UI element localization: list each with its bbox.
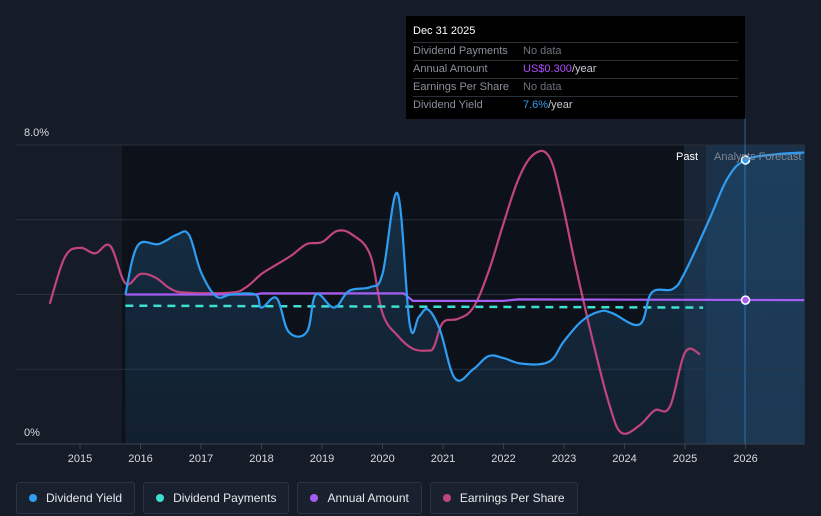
tooltip-row-annual-amount: Annual Amount US$0.300/year bbox=[413, 61, 738, 79]
tooltip-suffix: /year bbox=[571, 63, 597, 75]
x-tick-label: 2022 bbox=[491, 453, 515, 465]
marker-layer bbox=[740, 155, 751, 305]
legend-item-earnings-per-share[interactable]: Earnings Per Share bbox=[429, 482, 578, 514]
tooltip-label: Dividend Yield bbox=[413, 99, 483, 111]
forecast-label: Analysts Forecast bbox=[714, 151, 801, 163]
dividend-chart: 8.0% 0% Past Analysts Forecast 2015 2016 2… bbox=[16, 118, 805, 465]
legend-dot-icon bbox=[310, 494, 319, 502]
dividend-yield-line bbox=[124, 151, 805, 382]
x-tick-label: 2025 bbox=[673, 453, 697, 465]
x-tick-label: 2024 bbox=[612, 453, 636, 465]
x-axis-ticks: 2015 2016 2017 2018 2019 2020 2021 2022 2023 2024… bbox=[68, 444, 758, 465]
x-tick-label: 2017 bbox=[189, 453, 213, 465]
tooltip-row-earnings-per-share: Earnings Per Share No data bbox=[413, 79, 738, 97]
tooltip-row-dividend-payments: Dividend Payments No data bbox=[413, 43, 738, 61]
dividend-yield-area bbox=[125, 152, 805, 444]
x-tick-label: 2016 bbox=[128, 453, 152, 465]
legend-item-dividend-yield[interactable]: Dividend Yield bbox=[16, 482, 136, 514]
legend-label: Annual Amount bbox=[327, 491, 409, 505]
x-tick-label: 2019 bbox=[310, 453, 334, 465]
y-tick-label-bottom: 0% bbox=[24, 427, 40, 439]
tooltip-label: Dividend Payments bbox=[413, 45, 508, 57]
legend-dot-icon bbox=[442, 494, 451, 502]
chart-legend: Dividend Yield Dividend Payments Annual … bbox=[16, 482, 578, 514]
hover-tooltip: Dec 31 2025 Dividend Payments No data An… bbox=[406, 16, 745, 119]
annual-amount-marker bbox=[740, 295, 751, 305]
past-label: Past bbox=[676, 151, 698, 163]
legend-dot-icon bbox=[29, 494, 37, 502]
dividend-payments-line bbox=[125, 304, 704, 309]
tooltip-suffix: /year bbox=[548, 99, 573, 111]
x-tick-label: 2018 bbox=[249, 453, 273, 465]
tooltip-label: Annual Amount bbox=[413, 63, 488, 75]
series-layer bbox=[48, 149, 805, 435]
legend-label: Earnings Per Share bbox=[459, 491, 565, 505]
x-tick-label: 2023 bbox=[552, 453, 576, 465]
tooltip-value: US$0.300 bbox=[523, 63, 572, 75]
legend-item-annual-amount[interactable]: Annual Amount bbox=[297, 482, 422, 514]
tooltip-date: Dec 31 2025 bbox=[413, 22, 738, 43]
legend-item-dividend-payments[interactable]: Dividend Payments bbox=[143, 482, 290, 514]
tooltip-value: No data bbox=[523, 45, 562, 57]
tooltip-label: Earnings Per Share bbox=[413, 81, 509, 93]
x-tick-label: 2026 bbox=[733, 453, 757, 465]
tooltip-row-dividend-yield: Dividend Yield 7.6%/year bbox=[413, 97, 738, 114]
y-tick-label-top: 8.0% bbox=[24, 127, 49, 139]
tooltip-value: 7.6% bbox=[523, 99, 549, 111]
x-tick-label: 2021 bbox=[431, 453, 455, 465]
dividend-yield-marker bbox=[740, 155, 751, 165]
tooltip-value: No data bbox=[523, 81, 562, 93]
x-tick-label: 2020 bbox=[370, 453, 394, 465]
legend-label: Dividend Payments bbox=[173, 491, 277, 505]
legend-label: Dividend Yield bbox=[46, 491, 123, 505]
legend-dot-icon bbox=[156, 494, 165, 502]
x-tick-label: 2015 bbox=[68, 453, 92, 465]
earnings-per-share-line bbox=[48, 149, 701, 435]
